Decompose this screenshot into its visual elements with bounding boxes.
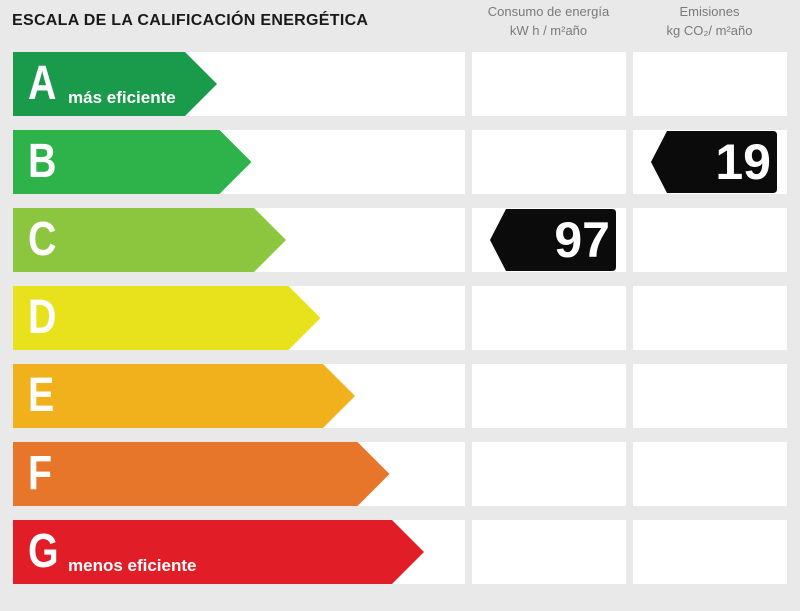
band-d: D	[13, 286, 321, 350]
value-cell-consumo-f	[472, 442, 626, 506]
value-cell-consumo-d	[472, 286, 626, 350]
column-header-consumo: Consumo de energía kW h / m²año	[471, 2, 626, 40]
band-e: E	[13, 364, 355, 428]
band-arrow-d	[13, 286, 321, 350]
band-letter: E	[28, 369, 55, 422]
value-cell-consumo-g	[472, 520, 626, 584]
chart-title: ESCALA DE LA CALIFICACIÓN ENERGÉTICA	[12, 12, 369, 29]
column-label: Consumo de energía	[487, 4, 610, 19]
value-cell-emisiones-a	[633, 52, 787, 116]
band-label: más eficiente	[68, 88, 176, 107]
rating-marker-shape	[651, 131, 777, 193]
column-unit: kg CO₂/ m²año	[666, 23, 753, 38]
rating-marker-consumo: 97	[490, 207, 618, 273]
rating-value: 19	[715, 134, 771, 190]
band-letter: G	[28, 525, 59, 578]
value-cell-emisiones-g	[633, 520, 787, 584]
band-arrow-e	[13, 364, 355, 428]
value-cell-consumo-b	[472, 130, 626, 194]
band-f: F	[13, 442, 390, 506]
band-letter: F	[28, 447, 53, 500]
band-arrow-f	[13, 442, 390, 506]
value-cell-emisiones-d	[633, 286, 787, 350]
band-letter: C	[28, 213, 57, 266]
column-header-emisiones: Emisiones kg CO₂/ m²año	[632, 2, 787, 40]
value-cell-consumo-e	[472, 364, 626, 428]
value-cell-consumo-a	[472, 52, 626, 116]
band-c: C	[13, 208, 286, 272]
band-label: menos eficiente	[68, 556, 197, 575]
value-cell-emisiones-e	[633, 364, 787, 428]
band-letter: D	[28, 291, 57, 344]
rating-marker-emisiones: 19	[651, 129, 779, 195]
band-b: B	[13, 130, 252, 194]
band-arrow-a	[13, 52, 217, 116]
value-cell-emisiones-c	[633, 208, 787, 272]
rating-value: 97	[554, 212, 610, 268]
band-arrow-g	[13, 520, 424, 584]
rating-marker-shape	[490, 209, 616, 271]
column-label: Emisiones	[679, 4, 740, 19]
band-arrow-c	[13, 208, 286, 272]
band-arrow-b	[13, 130, 252, 194]
band-letter: B	[28, 135, 57, 188]
band-letter: A	[28, 57, 57, 110]
column-unit: kW h / m²año	[509, 23, 588, 38]
value-cell-emisiones-f	[633, 442, 787, 506]
